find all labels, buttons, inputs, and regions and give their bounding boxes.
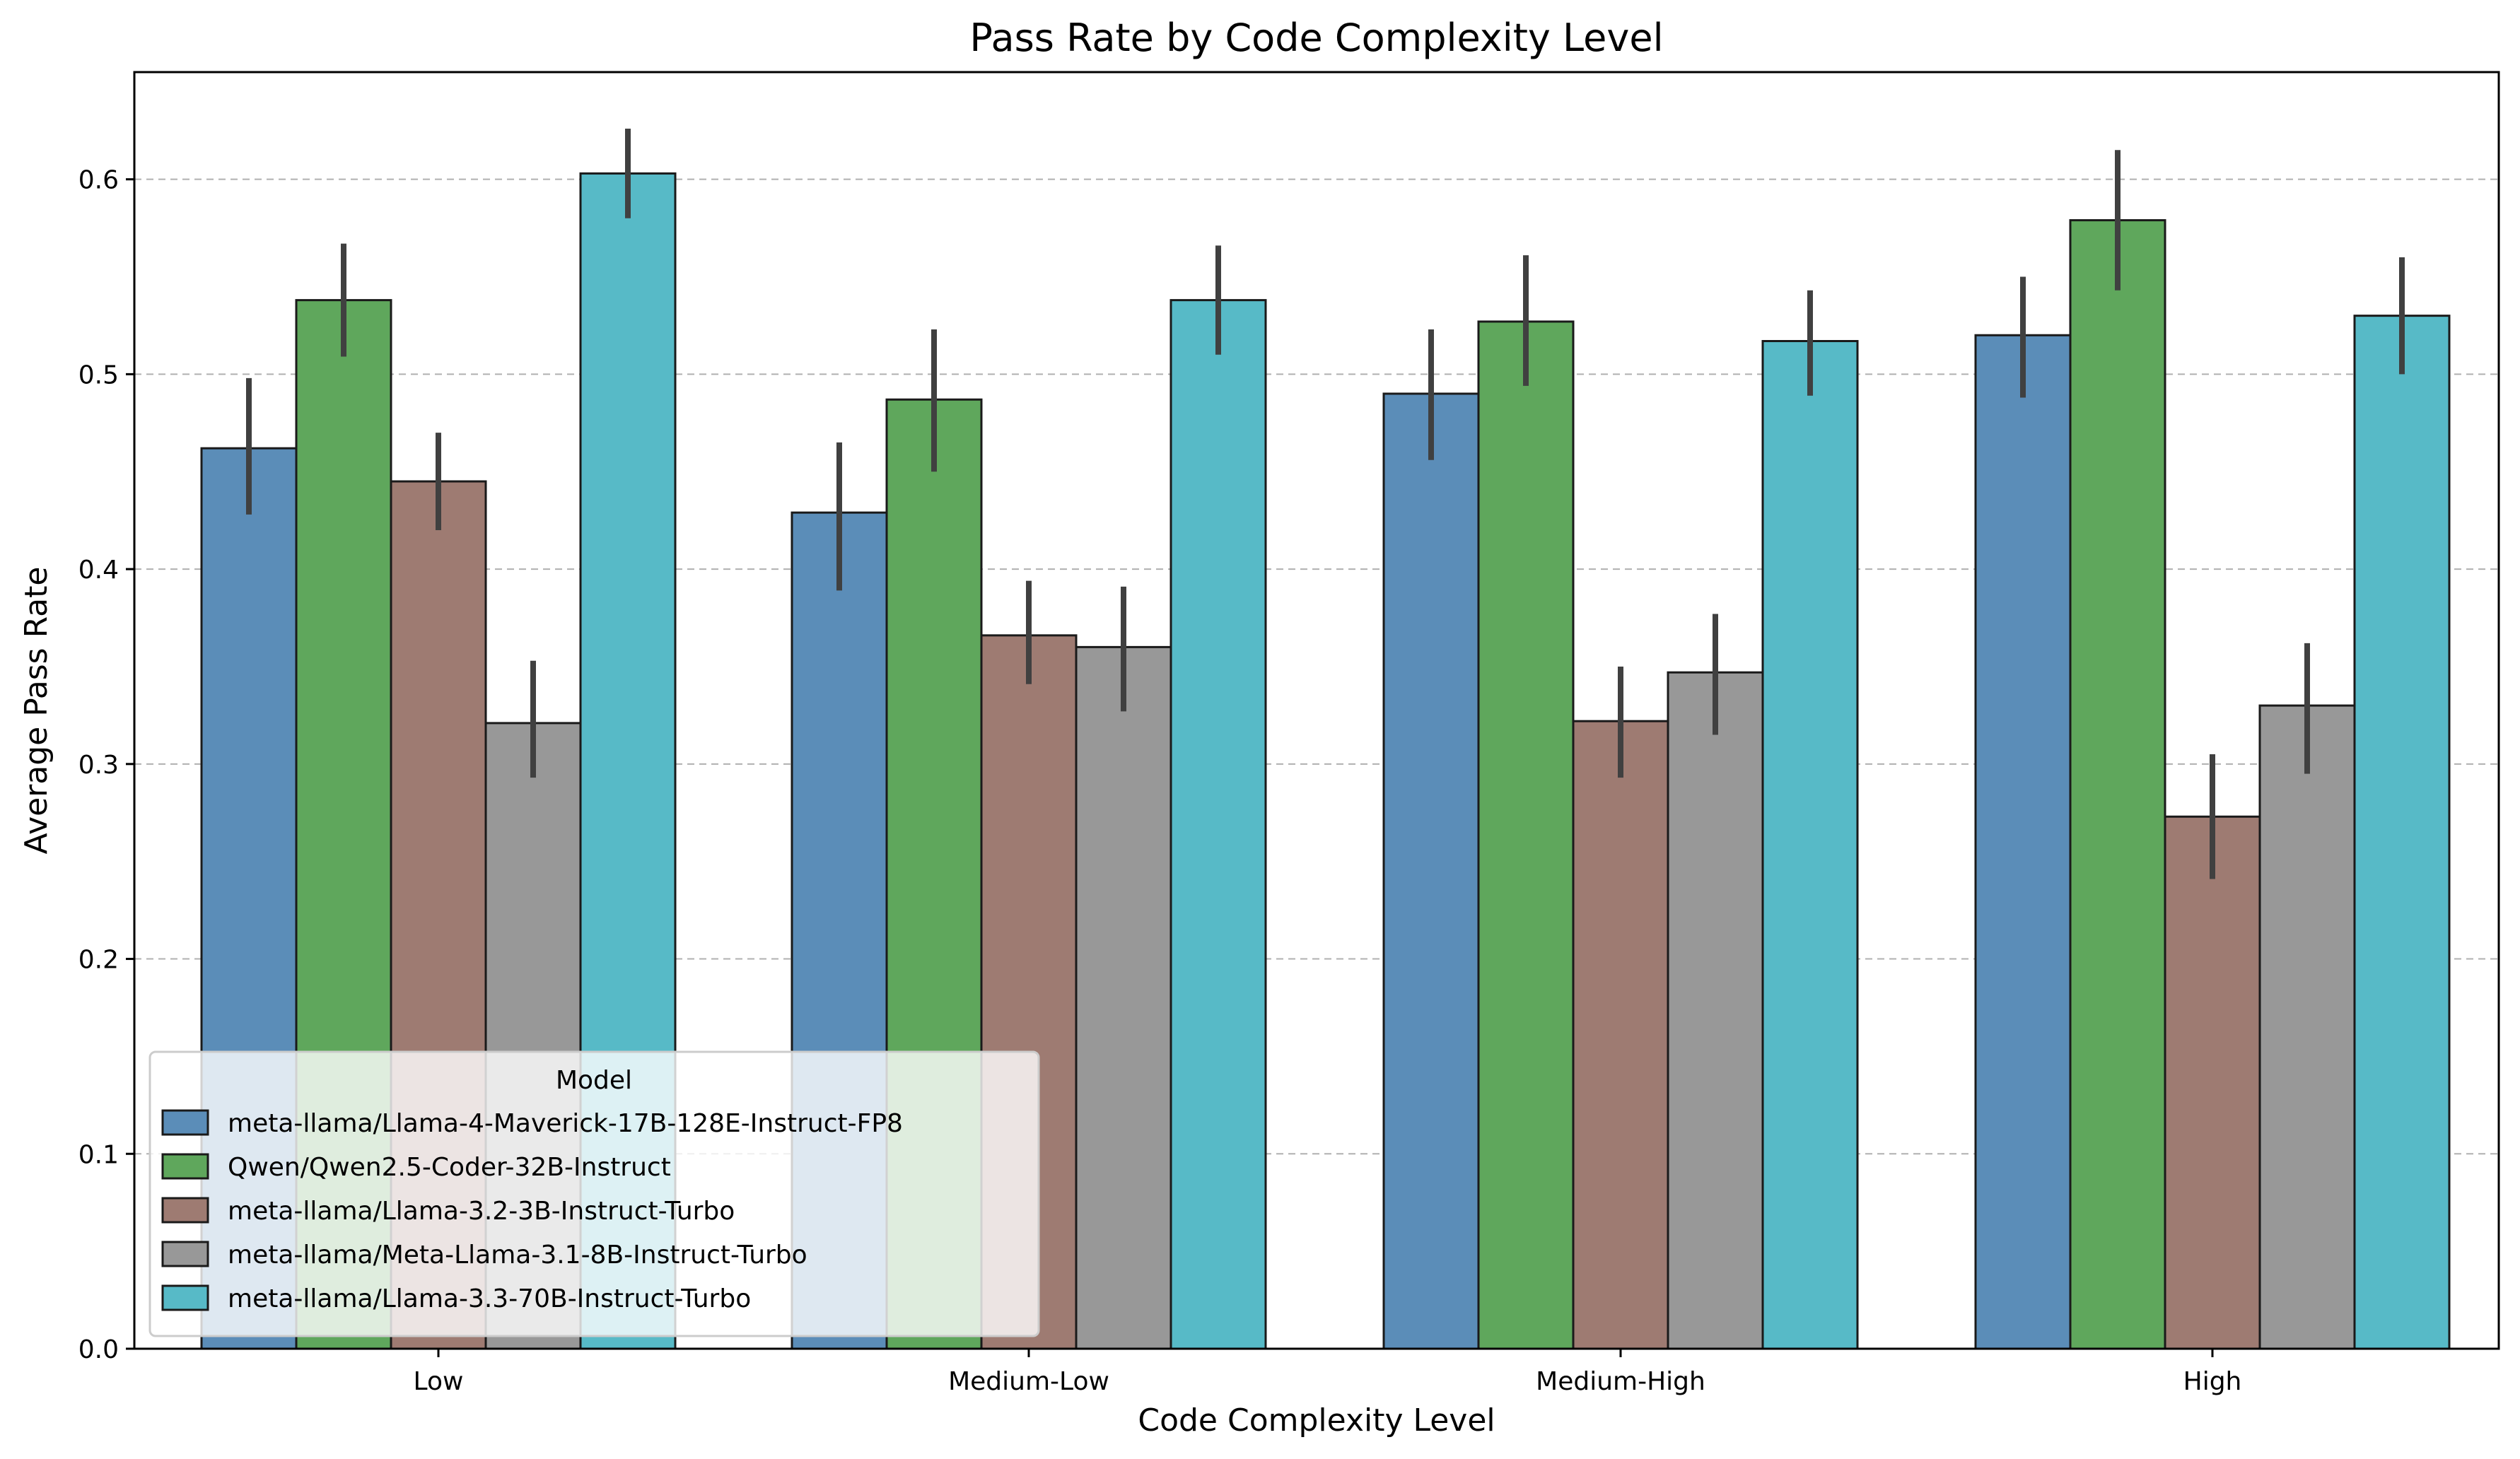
plot-frame: [133, 71, 2500, 1350]
bar: [2164, 815, 2261, 1350]
legend-entry: Qwen/Qwen2.5-Coder-32B-Instruct: [228, 1153, 671, 1182]
y-tick-label: 0.6: [78, 166, 119, 195]
x-tick-label: Low: [414, 1367, 464, 1396]
error-bars: [246, 128, 2405, 879]
legend-box: [148, 1050, 1040, 1337]
legend: Model meta-llama/Llama-4-Maverick-17B-12…: [148, 1050, 1040, 1337]
legend-swatch: [161, 1284, 209, 1311]
y-axis-label: Average Pass Rate: [18, 567, 54, 855]
x-axis-label: Code Complexity Level: [1138, 1402, 1495, 1439]
bar: [2258, 704, 2356, 1350]
gridlines: [134, 178, 2499, 1155]
legend-entry: meta-llama/Llama-3.3-70B-Instruct-Turbo: [228, 1284, 751, 1313]
legend-entry: meta-llama/Llama-4-Maverick-17B-128E-Ins…: [228, 1109, 903, 1138]
legend-title: Model: [556, 1066, 632, 1095]
legend-entry: meta-llama/Meta-Llama-3.1-8B-Instruct-Tu…: [228, 1241, 807, 1270]
legend-entry: meta-llama/Llama-3.2-3B-Instruct-Turbo: [228, 1197, 735, 1226]
bar: [1974, 334, 2072, 1350]
x-axis-ticks: Low Medium-Low Medium-High High: [414, 1349, 2242, 1396]
y-axis-ticks: 0.0 0.1 0.2 0.3 0.4 0.5 0.6: [78, 166, 134, 1364]
bar: [1075, 645, 1172, 1350]
chart-title: Pass Rate by Code Complexity Level: [969, 16, 1663, 60]
bar: [1572, 720, 1669, 1350]
legend-swatch: [161, 1109, 209, 1136]
x-tick-label: Medium-Low: [948, 1367, 1109, 1396]
x-tick-label: Medium-High: [1536, 1367, 1705, 1396]
y-tick-label: 0.0: [78, 1335, 119, 1364]
y-tick-label: 0.1: [78, 1140, 119, 1169]
bar: [1382, 392, 1480, 1350]
y-tick-label: 0.4: [78, 556, 119, 585]
y-tick-label: 0.5: [78, 361, 119, 389]
x-tick-label: High: [2183, 1367, 2242, 1396]
bar: [1761, 340, 1859, 1350]
bar: [2353, 315, 2451, 1350]
legend-swatch: [161, 1153, 209, 1180]
legend-swatch: [161, 1197, 209, 1224]
legend-swatch: [161, 1241, 209, 1267]
y-tick-label: 0.2: [78, 946, 119, 975]
bar: [2069, 219, 2166, 1350]
bar: [1169, 299, 1267, 1350]
y-tick-label: 0.3: [78, 751, 119, 780]
bar: [1477, 320, 1575, 1350]
bar: [1667, 671, 1764, 1350]
